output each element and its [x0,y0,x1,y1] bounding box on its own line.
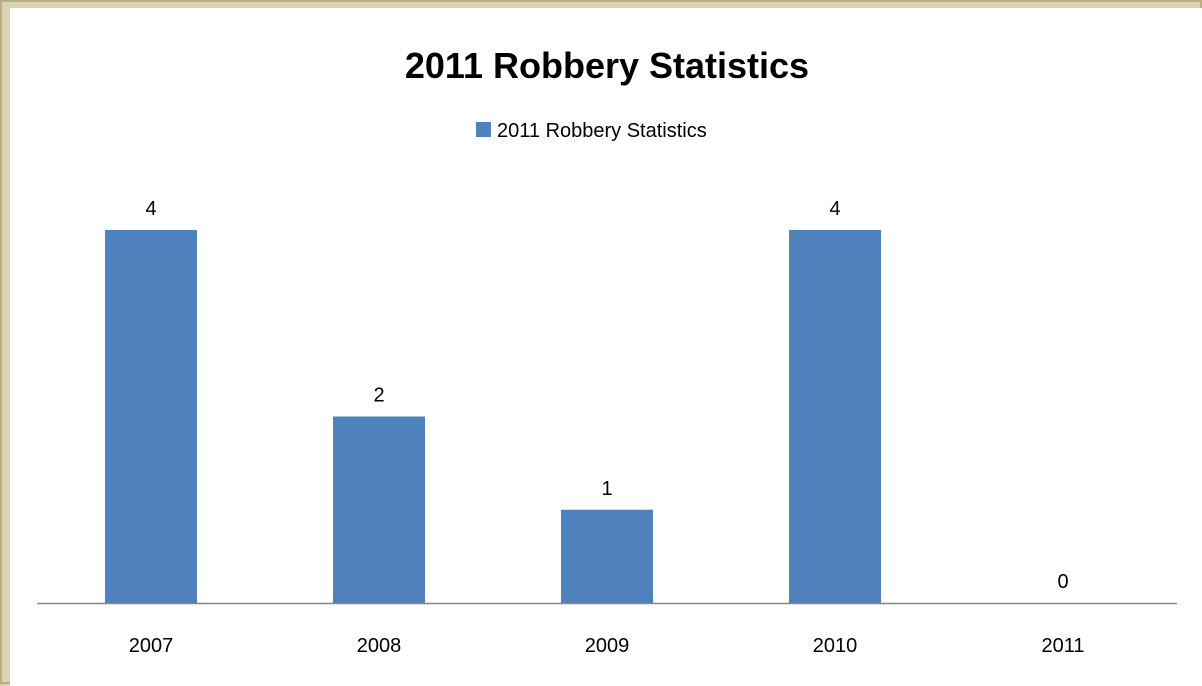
bar-2007 [105,230,197,603]
legend-swatch [476,122,491,137]
x-tick-label-2007: 2007 [129,635,174,657]
bar-2008 [333,416,425,603]
data-label-2011: 0 [1057,571,1068,593]
value-labels-group: 4 2 1 4 0 [145,198,1068,593]
x-tick-label-2009: 2009 [585,635,630,657]
data-label-2008: 2 [373,385,384,407]
data-label-2009: 1 [601,478,612,500]
x-tick-label-2011: 2011 [1041,635,1084,657]
legend-label: 2011 Robbery Statistics [497,120,707,142]
chart-panel: 2011 Robbery Statistics 2011 Robbery Sta… [10,8,1202,686]
legend: 2011 Robbery Statistics [476,120,707,142]
chart-title: 2011 Robbery Statistics [405,45,809,86]
x-tick-label-2008: 2008 [357,635,402,657]
data-label-2010: 4 [829,198,840,220]
data-label-2007: 4 [145,198,156,220]
category-labels-group: 2007 2008 2009 2010 2011 [129,635,1085,657]
bar-2009 [561,509,653,603]
bar-chart: 2011 Robbery Statistics 2011 Robbery Sta… [37,45,1177,657]
bar-2010 [789,230,881,603]
bars-group [105,230,881,603]
x-tick-label-2010: 2010 [813,635,858,657]
